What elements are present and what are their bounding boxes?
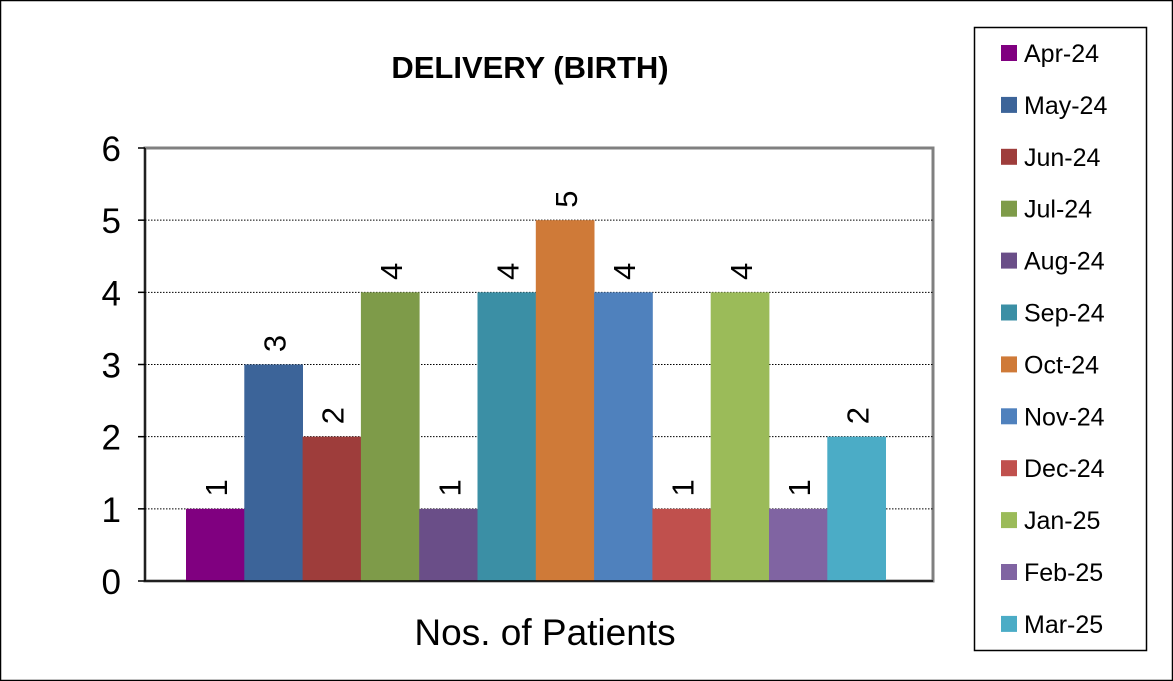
- data-label-jul-24: 4: [374, 263, 409, 280]
- y-tick-label: 3: [102, 347, 121, 386]
- legend-label-apr-24: Apr-24: [1024, 40, 1099, 68]
- legend-swatch-oct-24: [1001, 356, 1017, 373]
- data-label-aug-24: 1: [432, 479, 467, 496]
- y-tick-label: 4: [102, 274, 121, 313]
- chart-title: DELIVERY (BIRTH): [391, 50, 668, 85]
- legend-label-dec-24: Dec-24: [1024, 455, 1105, 483]
- bar-jul-24: [360, 292, 420, 581]
- legend-swatch-sep-24: [1001, 304, 1017, 321]
- data-label-oct-24: 5: [549, 191, 584, 208]
- legend-label-jul-24: Jul-24: [1024, 196, 1092, 224]
- legend-swatch-nov-24: [1001, 408, 1017, 425]
- data-label-jun-24: 2: [316, 407, 351, 424]
- x-axis-label: Nos. of Patients: [414, 612, 675, 653]
- bar-oct-24: [535, 220, 595, 581]
- legend-swatch-apr-24: [1001, 45, 1017, 61]
- legend-label-jan-25: Jan-25: [1024, 507, 1100, 535]
- data-label-mar-25: 2: [840, 407, 875, 424]
- y-tick-label: 1: [102, 491, 121, 530]
- bar-jan-25: [710, 292, 770, 581]
- data-label-nov-24: 4: [607, 263, 642, 280]
- bar-sep-24: [477, 292, 537, 581]
- y-tick-label: 2: [102, 419, 121, 458]
- legend-swatch-may-24: [1001, 96, 1017, 113]
- legend-swatch-jul-24: [1001, 200, 1017, 217]
- legend-swatch-mar-25: [1001, 615, 1017, 632]
- data-label-sep-24: 4: [491, 263, 526, 280]
- legend-swatch-aug-24: [1001, 252, 1017, 269]
- data-label-may-24: 3: [257, 335, 292, 352]
- bar-apr-24: [186, 508, 245, 581]
- legend-swatch-jun-24: [1001, 148, 1017, 165]
- y-tick-label: 0: [102, 563, 121, 602]
- legend-label-nov-24: Nov-24: [1024, 403, 1105, 431]
- legend-label-oct-24: Oct-24: [1024, 351, 1099, 379]
- bar-may-24: [244, 364, 303, 581]
- legend-label-aug-24: Aug-24: [1024, 248, 1105, 276]
- legend-swatch-jan-25: [1001, 512, 1017, 529]
- legend-swatch-feb-25: [1001, 564, 1017, 580]
- legend-label-may-24: May-24: [1024, 92, 1107, 120]
- y-tick-label: 6: [102, 130, 121, 169]
- bar-nov-24: [594, 292, 653, 581]
- y-tick-label: 5: [102, 202, 121, 241]
- legend: Apr-24 May-24 Jun-24 Jul-24 Aug-24 Sep-24 Oct-…: [973, 26, 1148, 652]
- legend-box: [973, 26, 1148, 652]
- legend-label-feb-25: Feb-25: [1024, 559, 1103, 587]
- plot-area: 0 1 2 3 4 5 6 1 3 2 4 1 4 5 4 1 4 1 2: [102, 130, 935, 602]
- legend-label-sep-24: Sep-24: [1024, 300, 1105, 328]
- legend-label-jun-24: Jun-24: [1024, 144, 1101, 172]
- bar-feb-25: [769, 508, 828, 581]
- data-label-apr-24: 1: [199, 479, 234, 496]
- legend-swatch-dec-24: [1001, 460, 1017, 477]
- bar-aug-24: [419, 508, 478, 581]
- data-label-dec-24: 1: [666, 479, 701, 496]
- bar-jun-24: [302, 436, 362, 581]
- data-label-feb-25: 1: [782, 479, 817, 496]
- bar-mar-25: [827, 436, 886, 581]
- bar-dec-24: [652, 508, 712, 581]
- legend-label-mar-25: Mar-25: [1024, 611, 1103, 639]
- data-label-jan-25: 4: [724, 263, 759, 280]
